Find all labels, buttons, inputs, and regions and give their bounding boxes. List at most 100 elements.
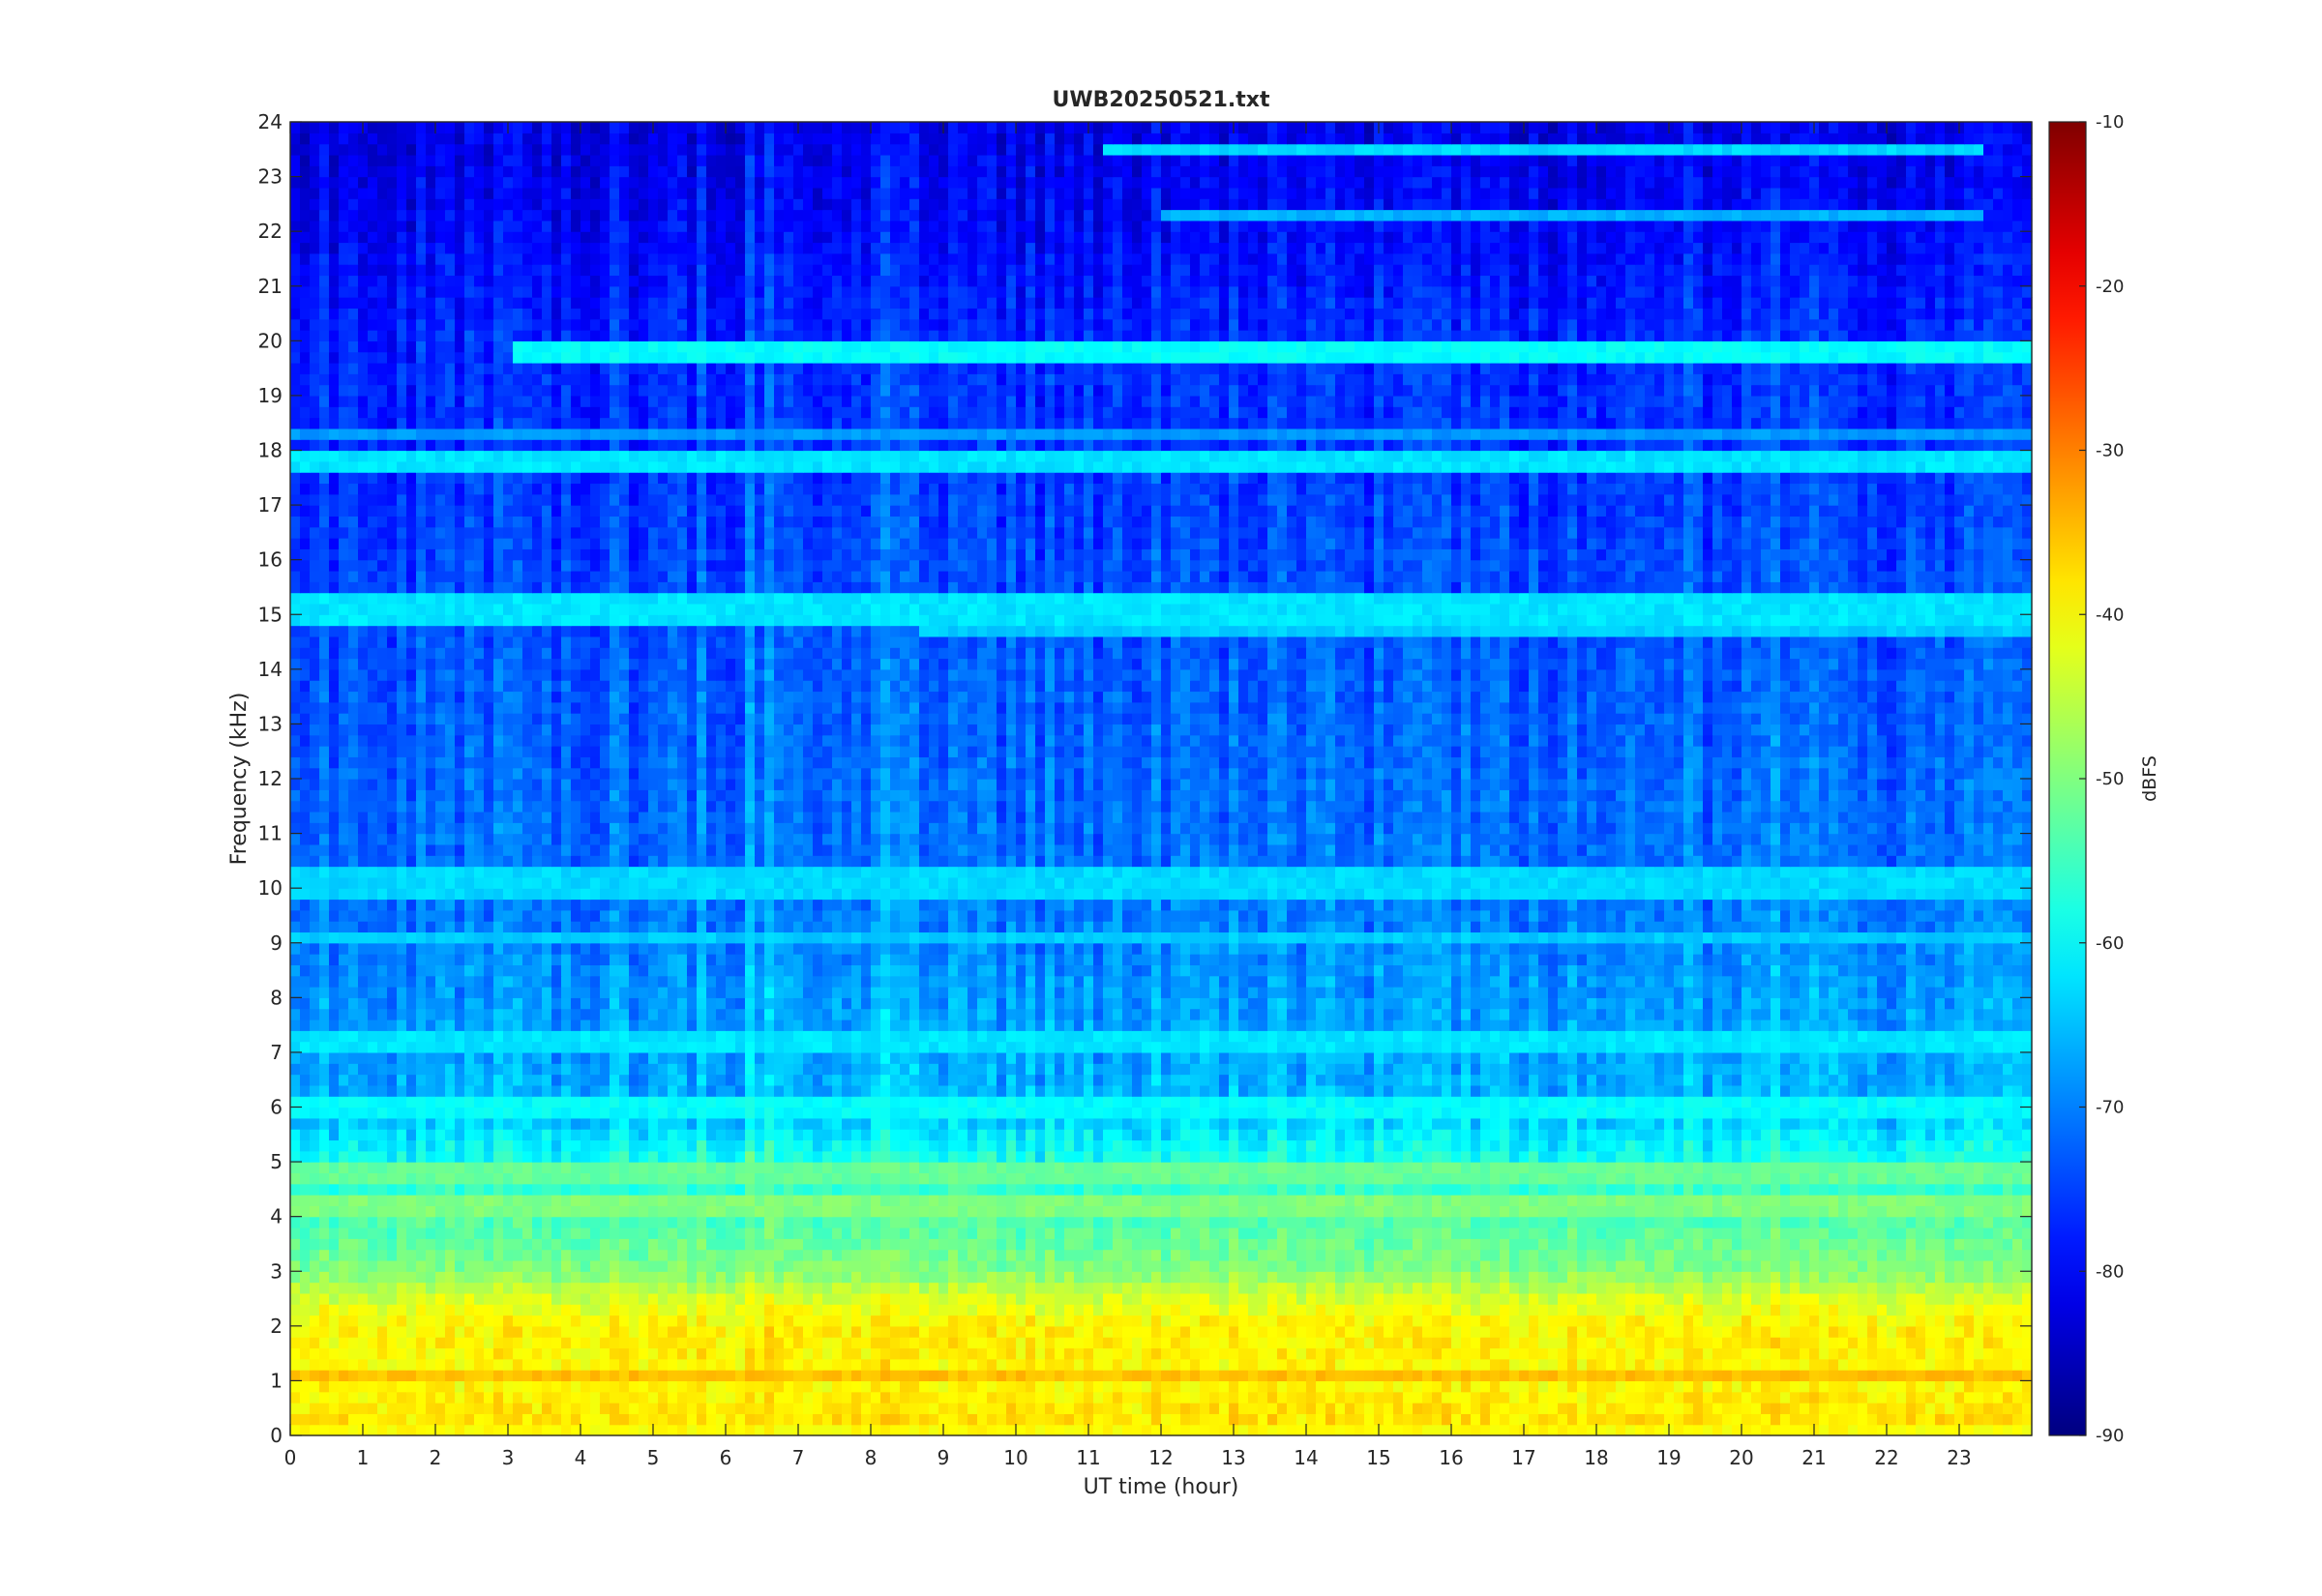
- spectrogram-cell: [1809, 1259, 1820, 1272]
- spectrogram-cell: [1451, 1391, 1462, 1404]
- spectrogram-cell: [358, 1205, 369, 1218]
- spectrogram-cell: [1364, 1259, 1375, 1272]
- spectrogram-cell: [1122, 1227, 1133, 1239]
- spectrogram-cell: [1742, 1304, 1752, 1316]
- spectrogram-cell: [1209, 1347, 1220, 1360]
- spectrogram-cell: [1200, 1129, 1210, 1141]
- spectrogram-cell: [493, 1259, 504, 1272]
- spectrogram-cell: [1442, 1150, 1452, 1163]
- spectrogram-cell: [1596, 1315, 1607, 1327]
- spectrogram-cell: [687, 1150, 698, 1163]
- spectrogram-cell: [1471, 1216, 1481, 1228]
- spectrogram-cell: [1287, 1282, 1297, 1294]
- spectrogram-cell: [1296, 1370, 1307, 1382]
- spectrogram-cell: [1925, 1292, 1936, 1305]
- spectrogram-cell: [368, 1370, 378, 1382]
- spectrogram-cell: [735, 1380, 746, 1393]
- spectrogram-cell: [755, 1403, 765, 1414]
- spectrogram-cell: [397, 1292, 407, 1305]
- spectrogram-cell: [1925, 1282, 1936, 1294]
- spectrogram-cell: [1171, 1172, 1181, 1185]
- spectrogram-cell: [977, 1370, 988, 1382]
- spectrogram-cell: [300, 1238, 311, 1251]
- spectrogram-cell: [793, 1227, 804, 1239]
- spectrogram-cell: [1190, 1292, 1201, 1305]
- spectrogram-cell: [1413, 1391, 1423, 1404]
- spectrogram-cell: [1877, 1347, 1888, 1360]
- spectrogram-cell: [1403, 1227, 1414, 1239]
- spectrogram-cell: [929, 1337, 939, 1349]
- spectrogram-cell: [1722, 1304, 1733, 1316]
- spectrogram-cell: [319, 1347, 330, 1360]
- spectrogram-cell: [745, 1271, 756, 1284]
- spectrogram-cell: [1093, 1150, 1104, 1163]
- spectrogram-cell: [919, 1337, 930, 1349]
- spectrogram-cell: [455, 1238, 465, 1251]
- spectrogram-cell: [1374, 1337, 1384, 1349]
- spectrogram-cell: [706, 1315, 717, 1327]
- spectrogram-cell: [1374, 1227, 1384, 1239]
- spectrogram-cell: [368, 1358, 378, 1371]
- spectrogram-cell: [1751, 1370, 1762, 1382]
- spectrogram-cell: [919, 1315, 930, 1327]
- spectrogram-cell: [1267, 1172, 1278, 1185]
- spectrogram-cell: [1616, 1216, 1626, 1228]
- spectrogram-cell: [1742, 1380, 1752, 1393]
- spectrogram-cell: [639, 1370, 649, 1382]
- spectrogram-cell: [1596, 1325, 1607, 1338]
- spectrogram-cell: [1538, 1282, 1549, 1294]
- spectrogram-cell: [726, 1205, 736, 1218]
- spectrogram-cell: [1625, 1183, 1636, 1196]
- spectrogram-cell: [1809, 1304, 1820, 1316]
- spectrogram-cell: [793, 1195, 804, 1206]
- spectrogram-cell: [784, 1315, 794, 1327]
- spectrogram-cell: [1558, 1282, 1568, 1294]
- spectrogram-cell: [310, 1227, 320, 1239]
- spectrogram-cell: [977, 1195, 988, 1206]
- spectrogram-cell: [668, 1370, 678, 1382]
- spectrogram-cell: [1664, 1259, 1675, 1272]
- spectrogram-cell: [1896, 1424, 1907, 1436]
- spectrogram-cell: [1055, 1380, 1065, 1393]
- spectrogram-cell: [764, 1424, 775, 1436]
- spectrogram-cell: [1790, 1162, 1801, 1173]
- spectrogram-cell: [1384, 1150, 1394, 1163]
- spectrogram-cell: [1306, 1205, 1317, 1218]
- spectrogram-cell: [1867, 1195, 1878, 1206]
- spectrogram-cell: [1906, 1162, 1917, 1173]
- spectrogram-cell: [426, 1227, 436, 1239]
- spectrogram-cell: [1335, 1259, 1346, 1272]
- spectrogram-cell: [1306, 1282, 1317, 1294]
- spectrogram-cell: [1548, 1205, 1559, 1218]
- spectrogram-cell: [377, 1413, 388, 1426]
- spectrogram-cell: [1848, 1172, 1859, 1185]
- spectrogram-cell: [629, 1358, 640, 1371]
- spectrogram-cell: [1132, 1325, 1143, 1338]
- spectrogram-cell: [1616, 1347, 1626, 1360]
- spectrogram-cell: [1848, 1249, 1859, 1261]
- spectrogram-cell: [1877, 1238, 1888, 1251]
- spectrogram-cell: [358, 1315, 369, 1327]
- spectrogram-cell: [677, 1216, 688, 1228]
- spectrogram-cell: [668, 1380, 678, 1393]
- spectrogram-cell: [455, 1139, 465, 1152]
- spectrogram-cell: [745, 1183, 756, 1196]
- spectrogram-cell: [1200, 1370, 1210, 1382]
- spectrogram-cell: [1055, 1304, 1065, 1316]
- spectrogram-cell: [1074, 1325, 1085, 1338]
- spectrogram-cell: [1906, 1337, 1917, 1349]
- spectrogram-cell: [1432, 1183, 1443, 1196]
- spectrogram-cell: [658, 1370, 669, 1382]
- spectrogram-cell: [871, 1216, 881, 1228]
- spectrogram-cell: [484, 1271, 494, 1284]
- spectrogram-cell: [1732, 1315, 1742, 1327]
- spectrogram-cell: [290, 1271, 301, 1284]
- spectrogram-cell: [1229, 1315, 1239, 1327]
- spectrogram-cell: [948, 1370, 959, 1382]
- spectrogram-cell: [948, 1325, 959, 1338]
- spectrogram-cell: [716, 1259, 727, 1272]
- spectrogram-cell: [368, 1380, 378, 1393]
- spectrogram-cell: [1103, 1337, 1114, 1349]
- spectrogram-cell: [1500, 1172, 1510, 1185]
- spectrogram-cell: [580, 1325, 591, 1338]
